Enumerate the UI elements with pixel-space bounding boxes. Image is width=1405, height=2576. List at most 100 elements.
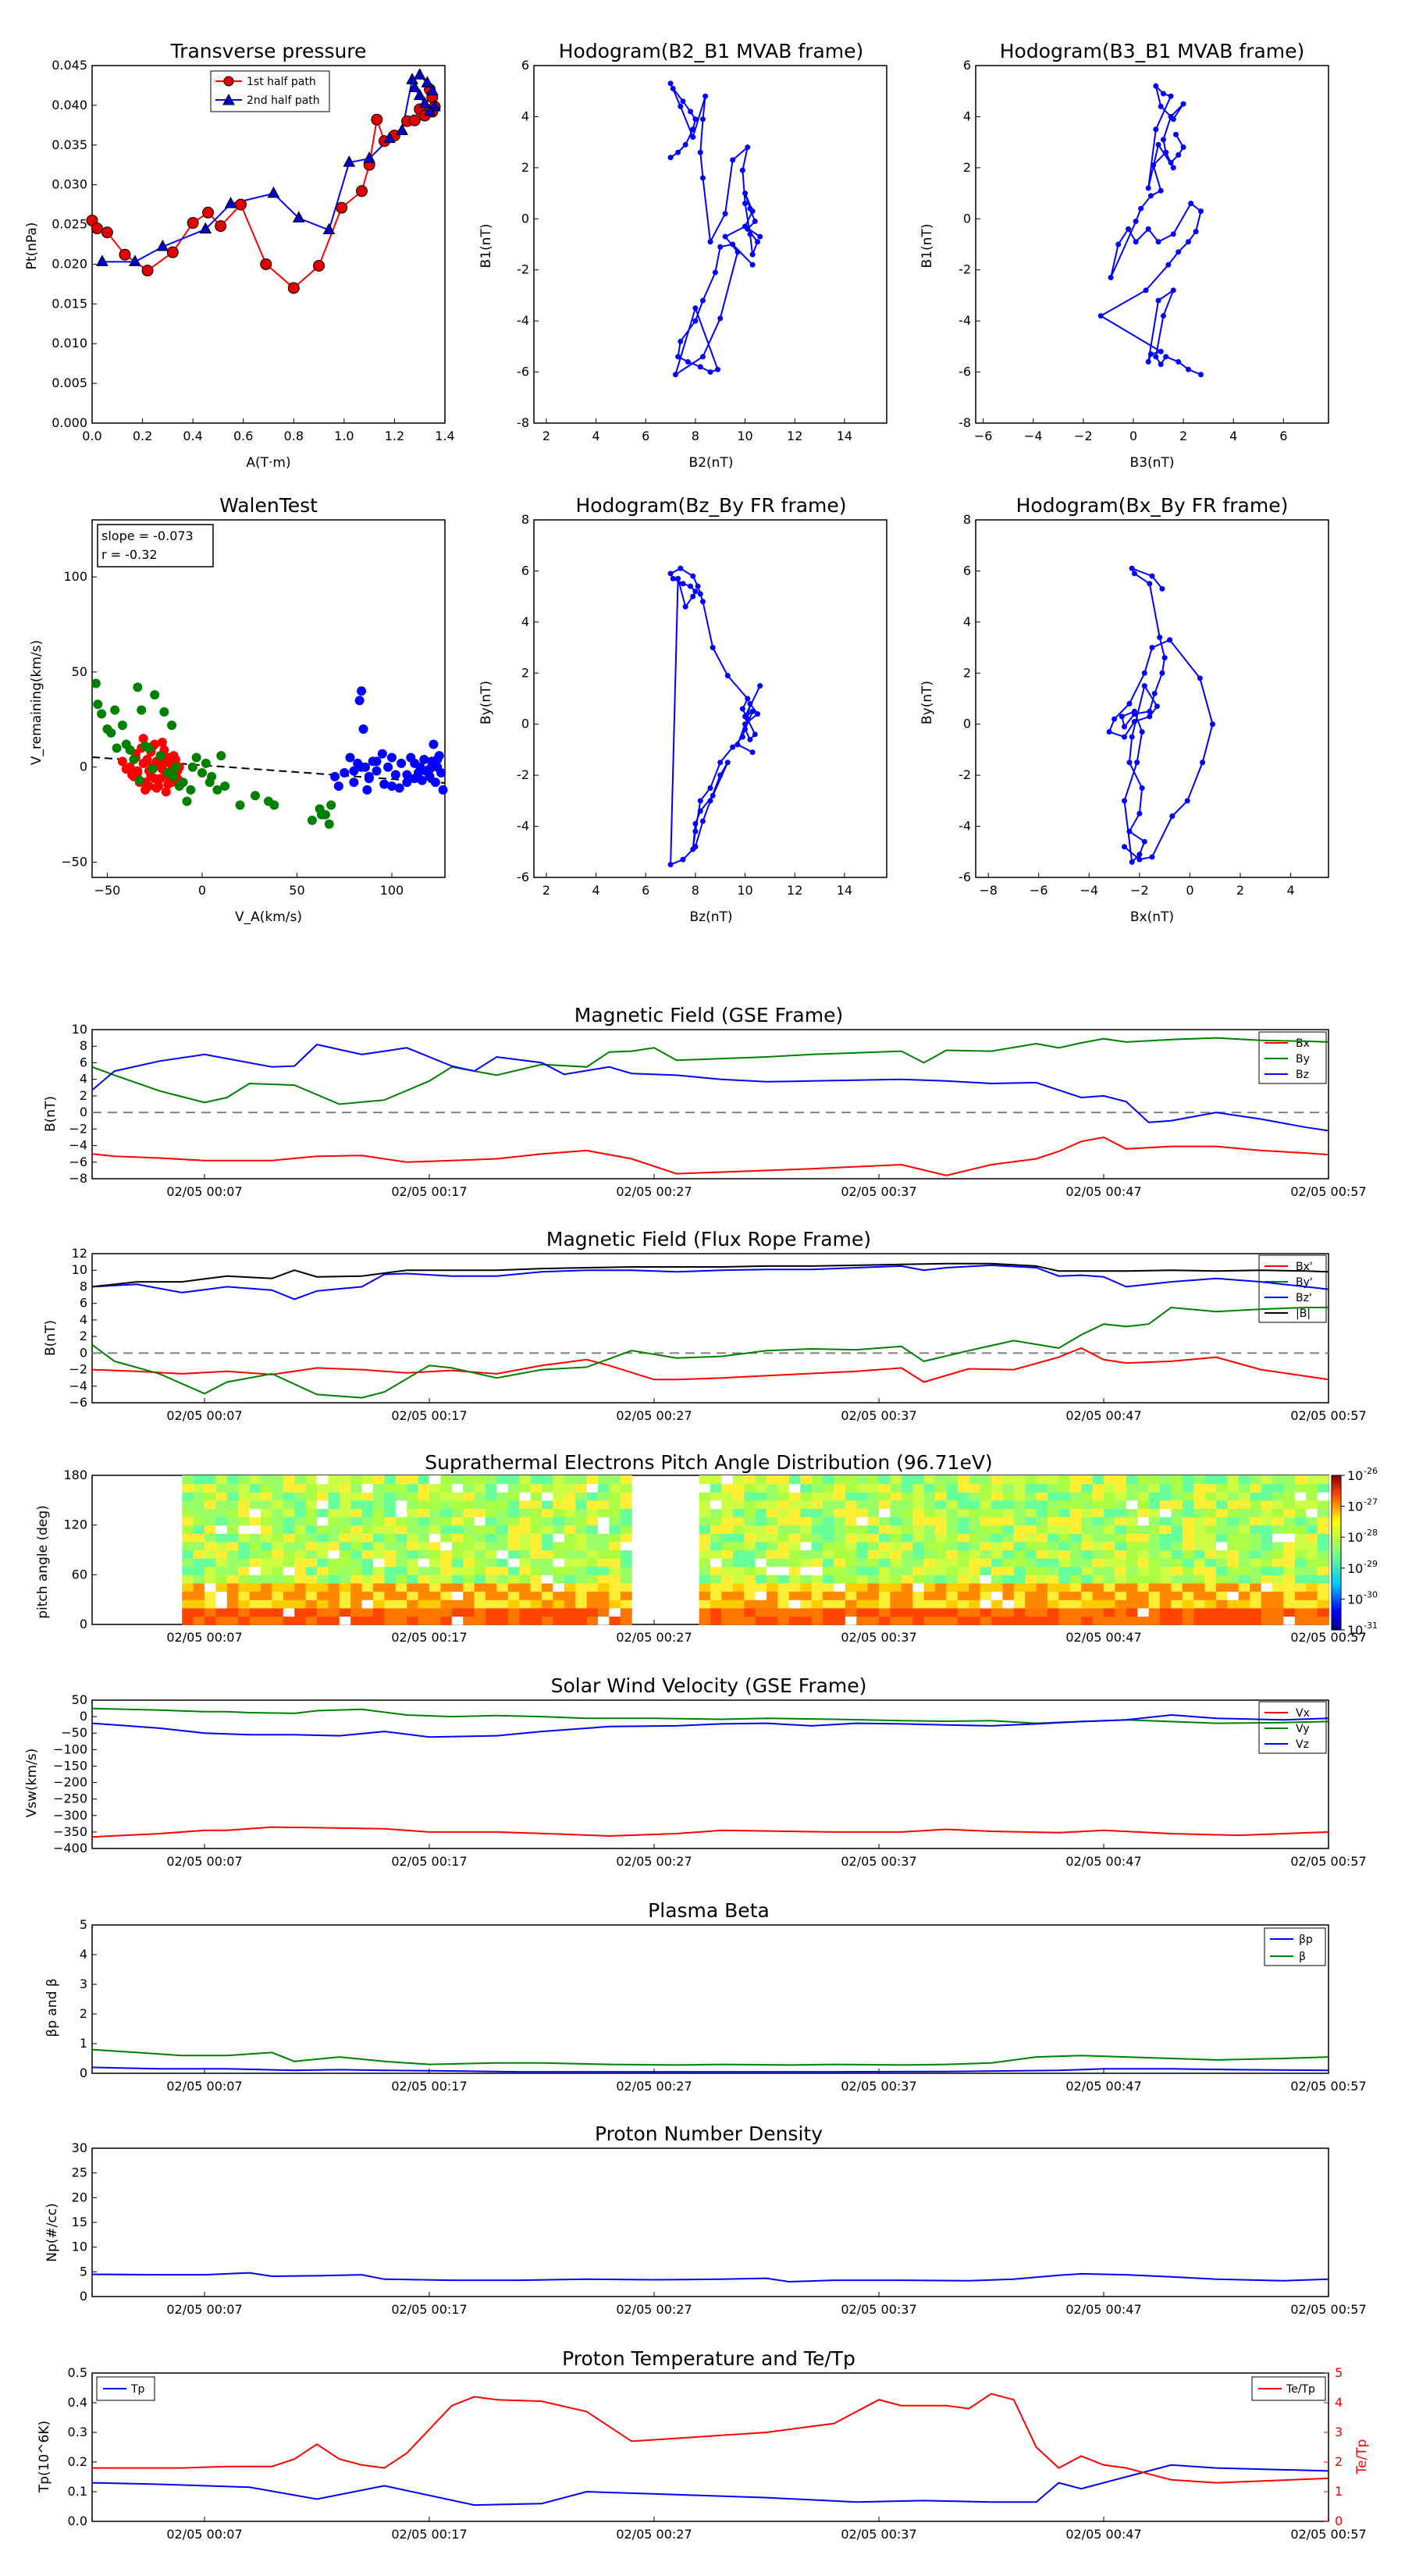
h1-hodogram-point bbox=[752, 219, 758, 225]
pad-heatmap-cell bbox=[586, 1566, 599, 1575]
pad-heatmap-cell bbox=[879, 1541, 891, 1551]
pad-heatmap-cell bbox=[272, 1550, 284, 1559]
wt-point-blue bbox=[402, 777, 412, 788]
sw-ytick-label: −400 bbox=[53, 1841, 87, 1856]
pad-heatmap-cell bbox=[238, 1550, 251, 1559]
pad-heatmap-cell bbox=[755, 1616, 767, 1625]
pad-heatmap-cell bbox=[969, 1533, 981, 1542]
pad-heatmap-cell bbox=[1193, 1475, 1206, 1485]
pt-xtick-label: 02/05 00:07 bbox=[166, 2527, 242, 2542]
pad-heatmap-cell bbox=[1261, 1517, 1273, 1526]
pad-heatmap-cell bbox=[834, 1492, 846, 1501]
pad-heatmap-cell bbox=[1261, 1574, 1273, 1584]
sw-ytick-label: −350 bbox=[53, 1824, 87, 1839]
pad-heatmap-cell bbox=[1171, 1500, 1183, 1509]
pad-heatmap-cell bbox=[777, 1566, 790, 1575]
pad-heatmap-cell bbox=[1204, 1616, 1217, 1625]
pad-heatmap-cell bbox=[474, 1483, 486, 1493]
pad-heatmap-cell bbox=[969, 1525, 981, 1534]
pad-heatmap-cell bbox=[350, 1582, 363, 1592]
pad-heatmap-cell bbox=[451, 1616, 464, 1625]
pad-heatmap-cell bbox=[744, 1607, 756, 1617]
wt-point-green bbox=[212, 785, 222, 795]
pad-heatmap-cell bbox=[1272, 1483, 1284, 1493]
pad-heatmap-cell bbox=[1092, 1574, 1104, 1584]
pad-heatmap-cell bbox=[395, 1500, 407, 1509]
pad-heatmap-cell bbox=[811, 1574, 823, 1584]
pad-heatmap-cell bbox=[788, 1599, 801, 1609]
pad-heatmap-cell bbox=[305, 1492, 318, 1501]
wt-point-blue bbox=[429, 739, 439, 749]
pad-heatmap-cell bbox=[1002, 1483, 1015, 1493]
wt-point-red bbox=[121, 764, 131, 774]
pad-heatmap-cell bbox=[440, 1541, 453, 1551]
pad-heatmap-cell bbox=[890, 1492, 902, 1501]
pad-heatmap-cell bbox=[507, 1517, 520, 1526]
pad-heatmap-cell bbox=[1171, 1550, 1183, 1559]
wt-point-green bbox=[93, 699, 103, 710]
pad-heatmap-cell bbox=[935, 1533, 947, 1542]
pad-heatmap-cell bbox=[721, 1599, 734, 1609]
pad-heatmap-cell bbox=[215, 1566, 228, 1575]
pad-heatmap-cell bbox=[1306, 1574, 1318, 1584]
mf-axes-frame bbox=[91, 1029, 1329, 1179]
pad-heatmap-cell bbox=[182, 1500, 194, 1509]
pad-heatmap-cell bbox=[1081, 1550, 1094, 1559]
pad-heatmap-cell bbox=[1238, 1582, 1250, 1592]
h2-hodogram-point bbox=[1163, 354, 1169, 360]
pad-heatmap-cell bbox=[788, 1582, 801, 1592]
pad-heatmap-cell bbox=[1160, 1525, 1172, 1534]
pad-heatmap-cell bbox=[788, 1517, 801, 1526]
mf-xtick-label: 02/05 00:57 bbox=[1290, 1184, 1366, 1199]
pad-heatmap-cell bbox=[980, 1607, 992, 1617]
pad-heatmap-cell bbox=[856, 1475, 869, 1485]
wt-point-green bbox=[191, 753, 201, 763]
wt-point-green bbox=[112, 743, 122, 753]
pad-heatmap-cell bbox=[1025, 1591, 1037, 1600]
pad-heatmap-cell bbox=[193, 1550, 205, 1559]
pad-heatmap-cell bbox=[957, 1566, 969, 1575]
pad-heatmap-cell bbox=[182, 1541, 194, 1551]
pad-heatmap-cell bbox=[249, 1508, 261, 1517]
pad-heatmap-cell bbox=[1115, 1558, 1127, 1567]
pad-heatmap-cell bbox=[1182, 1616, 1194, 1625]
h2-hodogram-point bbox=[1188, 201, 1194, 207]
tp-ytick-label: 0.005 bbox=[52, 375, 87, 390]
pb-legend-b: β bbox=[1299, 1951, 1306, 1963]
pad-heatmap-cell bbox=[1081, 1492, 1094, 1501]
pad-heatmap-cell bbox=[519, 1533, 532, 1542]
tp-point-2nd bbox=[429, 99, 441, 112]
pad-heatmap-cell bbox=[586, 1483, 599, 1493]
pad-heatmap-cell bbox=[980, 1517, 992, 1526]
pad-heatmap-cell bbox=[486, 1541, 497, 1551]
pad-heatmap-cell bbox=[530, 1607, 542, 1617]
pad-heatmap-cell bbox=[879, 1508, 891, 1517]
wt-point-blue bbox=[430, 777, 440, 788]
pad-heatmap-cell bbox=[744, 1508, 756, 1517]
pad-heatmap-cell bbox=[486, 1475, 497, 1485]
pad-heatmap-cell bbox=[1272, 1574, 1284, 1584]
h2-ytick-label: -4 bbox=[959, 313, 971, 328]
pad-heatmap-cell bbox=[272, 1582, 284, 1592]
pad-heatmap-cell bbox=[1272, 1492, 1284, 1501]
wt-point-green bbox=[187, 762, 197, 772]
pad-ytick-label: 0 bbox=[80, 1617, 87, 1631]
pad-heatmap-cell bbox=[1294, 1500, 1307, 1509]
pad-heatmap-cell bbox=[1294, 1558, 1307, 1567]
pad-heatmap-cell bbox=[283, 1558, 295, 1567]
pad-heatmap-cell bbox=[328, 1483, 340, 1493]
pad-heatmap-cell bbox=[699, 1599, 711, 1609]
pb-legend bbox=[1264, 1927, 1326, 1966]
h1-hodogram-point bbox=[699, 175, 706, 181]
pad-heatmap-cell bbox=[261, 1541, 272, 1551]
mf-ylabel: B(nT) bbox=[43, 1096, 59, 1132]
pt-axes-frame bbox=[91, 2372, 1329, 2522]
pad-heatmap-cell bbox=[272, 1558, 284, 1567]
pad-heatmap-cell bbox=[845, 1550, 857, 1559]
wt-ytick-label: 0 bbox=[80, 760, 87, 774]
h2-hodogram-point bbox=[1160, 91, 1166, 97]
pad-heatmap-cell bbox=[834, 1616, 846, 1625]
h1-hodogram-point bbox=[688, 109, 694, 115]
wt-point-red bbox=[151, 783, 162, 793]
pad-heatmap-cell bbox=[249, 1500, 261, 1509]
